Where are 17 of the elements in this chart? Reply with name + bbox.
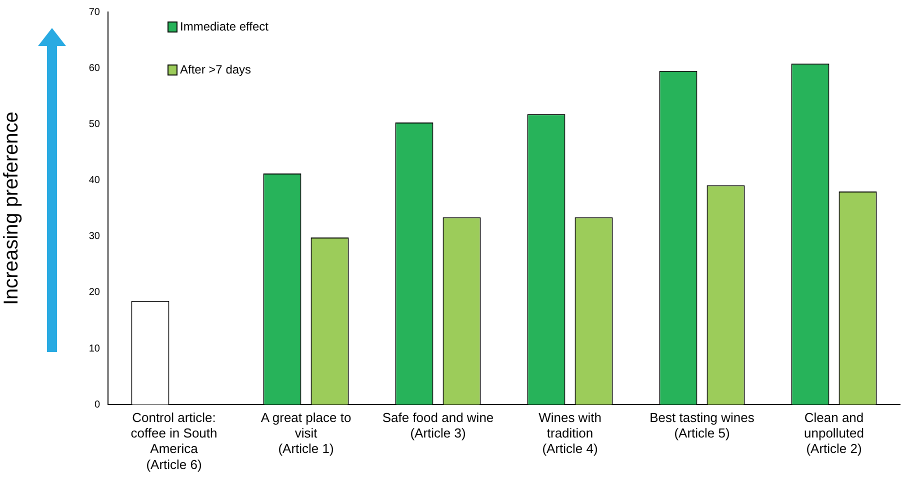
y-axis-title: Increasing preference [0,112,23,306]
y-tick-label: 20 [88,287,100,298]
y-tick-label: 10 [88,343,100,354]
legend-label: After >7 days [180,62,252,76]
y-tick-label: 40 [88,175,100,186]
x-tick-label: Safe food and wine (Article 3) [382,410,494,441]
y-tick-label: 50 [88,118,100,130]
x-tick-label: A great place to visit (Article 1) [260,410,352,456]
y-tick-label: 30 [88,231,100,242]
x-tick-label: Best tasting wines (Article 5) [650,410,755,441]
y-tick-label: 70 [88,6,100,18]
y-tick-label: 0 [94,399,100,410]
x-tick-label: Clean and unpolluted (Article 2) [804,410,864,456]
y-tick-label: 60 [88,62,100,74]
x-tick-label: Wines with tradition (Article 4) [538,410,602,456]
x-tick-label: Control article: coffee in South America (Article 6) [130,410,218,472]
legend-label: Immediate effect [180,19,270,34]
